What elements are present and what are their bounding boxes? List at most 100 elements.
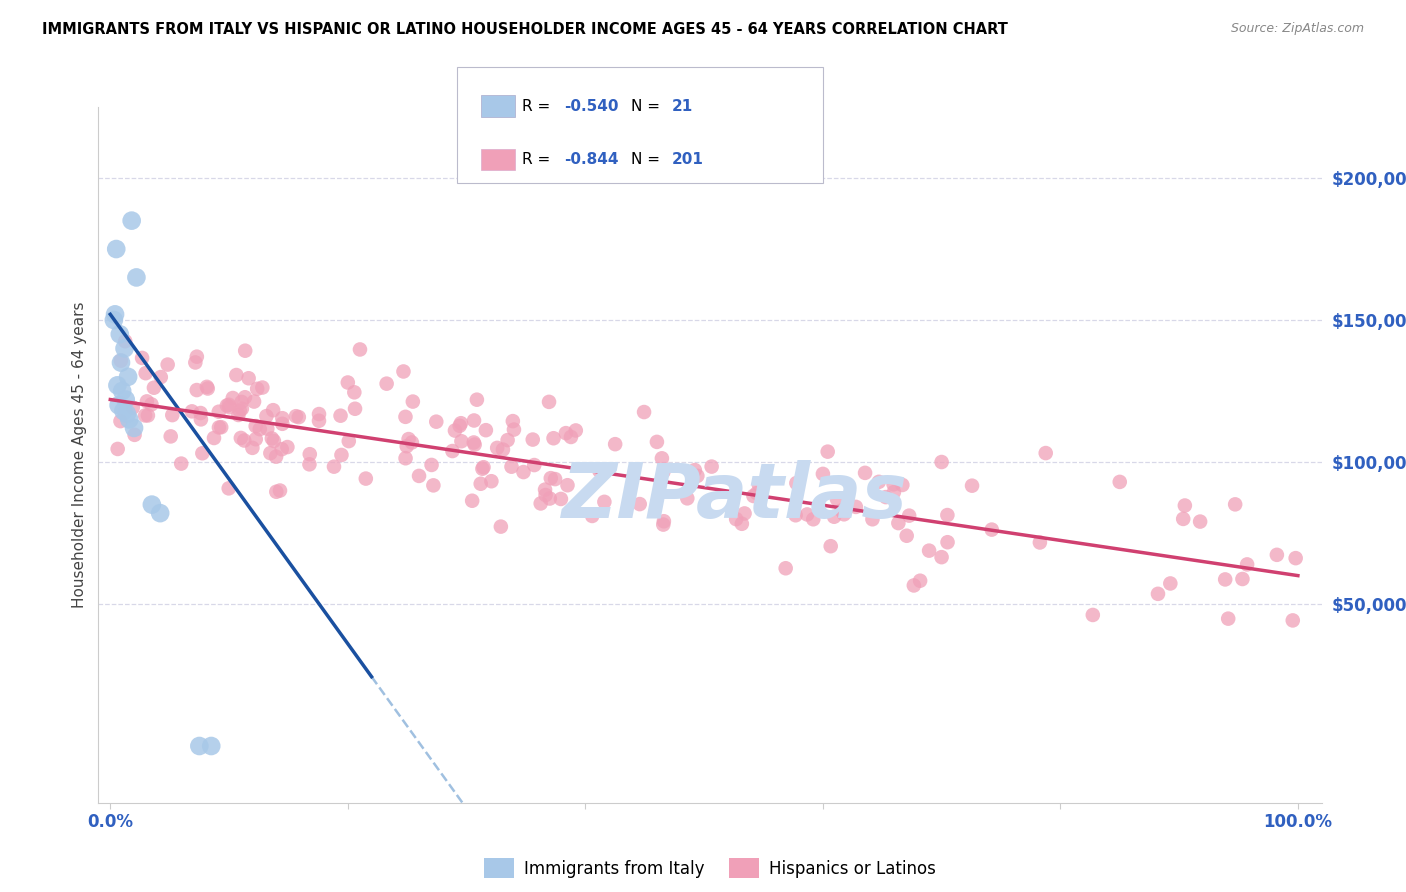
Point (271, 411, 294, 425)
Point (375, 376, 398, 391)
Point (538, 491, 561, 506)
Point (817, 444, 839, 458)
Point (470, 476, 492, 491)
Point (522, 433, 544, 447)
Point (349, 343, 371, 357)
Point (557, 478, 579, 492)
Point (875, 490, 897, 504)
Legend: Immigrants from Italy, Hispanics or Latinos: Immigrants from Italy, Hispanics or Lati… (477, 851, 943, 885)
Point (492, 442, 515, 457)
Point (117, 369, 139, 384)
Point (186, 383, 208, 397)
Point (496, 433, 519, 447)
Point (686, 468, 709, 483)
Point (262, 403, 284, 417)
Point (908, 574, 931, 588)
Point (1236, 558, 1258, 572)
Text: N =: N = (631, 99, 665, 113)
Point (135, 366, 157, 380)
Point (1232, 572, 1254, 586)
Point (1108, 475, 1130, 489)
Point (936, 535, 959, 549)
Point (503, 423, 526, 437)
Point (896, 529, 918, 543)
Point (1285, 551, 1308, 566)
Point (195, 380, 218, 394)
Point (1173, 512, 1195, 526)
Point (308, 414, 330, 428)
Point (209, 420, 232, 434)
Point (202, 431, 225, 445)
Point (156, 358, 179, 372)
Point (534, 488, 557, 502)
Point (269, 483, 291, 498)
Text: 21: 21 (672, 99, 693, 113)
Point (121, 213, 143, 227)
Point (1081, 607, 1104, 622)
Point (605, 437, 627, 451)
Point (107, 398, 129, 412)
Point (980, 523, 1002, 537)
Point (887, 516, 910, 530)
Point (245, 432, 267, 446)
Point (530, 496, 553, 510)
Point (1281, 614, 1303, 628)
Point (676, 491, 699, 506)
Point (136, 409, 159, 423)
Text: IMMIGRANTS FROM ITALY VS HISPANIC OR LATINO HOUSEHOLDER INCOME AGES 45 - 64 YEAR: IMMIGRANTS FROM ITALY VS HISPANIC OR LAT… (42, 22, 1008, 37)
Point (114, 342, 136, 356)
Point (285, 409, 308, 424)
Point (441, 444, 464, 458)
Point (785, 508, 807, 523)
Point (422, 478, 444, 492)
Point (652, 517, 675, 532)
Text: ZIPatlas: ZIPatlas (561, 459, 907, 533)
Point (401, 435, 423, 450)
Point (104, 307, 127, 321)
Point (891, 478, 914, 492)
Point (645, 434, 668, 449)
Point (231, 401, 253, 416)
Point (394, 451, 416, 466)
Point (225, 368, 247, 382)
Point (308, 407, 330, 421)
Point (170, 457, 193, 471)
Point (238, 371, 260, 385)
Point (1029, 535, 1052, 549)
Point (1147, 587, 1170, 601)
Point (110, 353, 132, 368)
Point (883, 485, 905, 500)
Point (159, 429, 181, 443)
Point (263, 434, 285, 448)
Point (463, 435, 485, 450)
Point (960, 478, 983, 492)
Point (229, 431, 252, 445)
Point (103, 313, 125, 327)
Text: N =: N = (631, 153, 665, 167)
Point (450, 434, 472, 449)
Point (651, 451, 673, 466)
Point (141, 498, 163, 512)
Point (472, 460, 495, 475)
Point (1189, 515, 1212, 529)
Point (853, 466, 876, 480)
Point (898, 508, 921, 523)
Point (197, 382, 219, 396)
Point (222, 391, 245, 405)
Point (543, 431, 565, 445)
Point (868, 475, 890, 489)
Point (190, 412, 212, 426)
Point (323, 459, 346, 474)
Point (233, 434, 256, 448)
Point (336, 376, 359, 390)
Point (523, 458, 546, 472)
Text: Source: ZipAtlas.com: Source: ZipAtlas.com (1230, 22, 1364, 36)
Point (1174, 499, 1197, 513)
Point (162, 408, 184, 422)
Point (115, 407, 138, 421)
Text: R =: R = (522, 153, 555, 167)
Point (228, 408, 250, 422)
Point (141, 397, 163, 411)
Point (801, 512, 824, 526)
Point (270, 442, 292, 457)
